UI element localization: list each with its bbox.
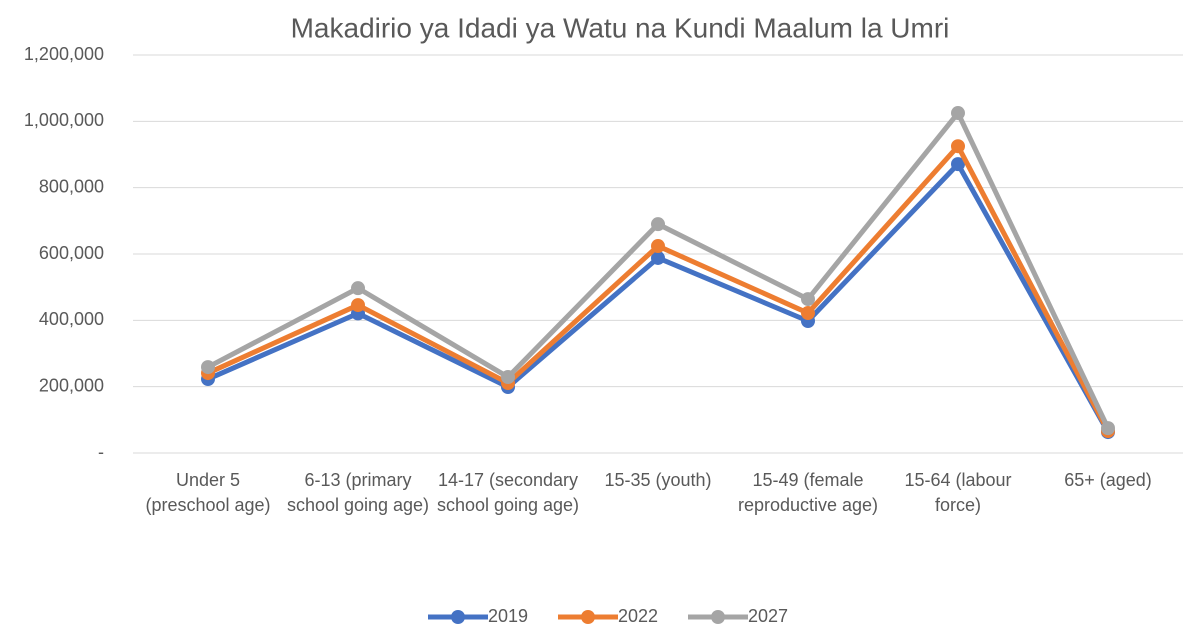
y-tick-label: 1,000,000 [24,110,104,130]
x-tick-label: 15-35 (youth) [604,470,712,490]
x-tick-label: 6-13 (primary school going age) [286,470,430,515]
point [801,306,815,321]
point [351,298,365,313]
point [801,292,815,307]
x-tick-label: 14-17 (secondary school going age) [436,470,580,515]
point [501,370,515,385]
point [951,139,965,154]
point [351,281,365,296]
legend-label: 2027 [748,606,788,626]
x-tick-label: Under 5 (preschool age) [145,470,271,515]
point [651,239,665,254]
point [1101,421,1115,436]
point [651,250,665,265]
point [201,360,215,375]
legend-label: 2019 [488,606,528,626]
y-tick-label: 1,200,000 [24,44,104,64]
point [951,106,965,121]
line [206,110,1111,430]
legend-marker [451,610,465,624]
y-tick-label: 200,000 [39,375,104,395]
y-tick-label: - [98,442,104,462]
y-tick-label: 800,000 [39,176,104,196]
x-tick-label: 15-64 (labour force) [904,470,1012,515]
x-tick-label: 15-49 (female reproductive age) [737,470,879,515]
point [651,217,665,232]
chart-title: Makadirio ya Idadi ya Watu na Kundi Maal… [291,12,950,43]
legend-marker [581,610,595,624]
x-tick-label: 65+ (aged) [1064,470,1152,490]
legend-marker [711,610,725,624]
legend-label: 2022 [618,606,658,626]
y-tick-label: 400,000 [39,309,104,329]
point [951,157,965,172]
y-tick-label: 600,000 [39,243,104,263]
